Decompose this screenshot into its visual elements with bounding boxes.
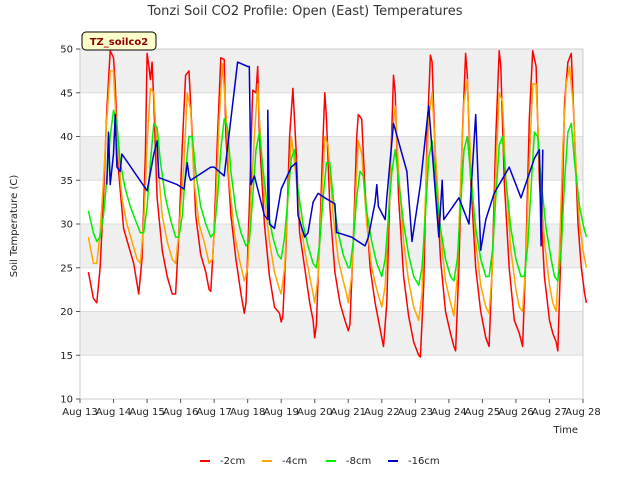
x-tick-label: Aug 23 — [398, 407, 433, 418]
site-badge: TZ_soilco2 — [81, 31, 157, 51]
x-tick-label: Aug 14 — [96, 407, 131, 418]
legend-label: -4cm — [282, 456, 307, 467]
y-tick-label: 50 — [60, 45, 73, 56]
x-tick-label: Aug 25 — [465, 407, 500, 418]
plot-band — [80, 49, 583, 93]
site-badge-label: TZ_soilco2 — [90, 37, 149, 48]
series-line-minus-16cm — [106, 61, 544, 252]
x-tick-label: Aug 16 — [163, 407, 198, 418]
series-layer — [87, 50, 588, 358]
chart-title: Tonzi Soil CO2 Profile: Open (East) Temp… — [146, 4, 462, 19]
plot-band — [80, 311, 583, 356]
y-tick-label: 10 — [60, 395, 73, 406]
y-axis-ticks: 10 15 20 25 30 35 40 45 50 — [60, 45, 80, 406]
y-axis-label: Soil Temperature (C) — [9, 175, 20, 278]
site-badge-box — [81, 31, 157, 51]
legend-label: -16cm — [408, 456, 440, 467]
x-tick-label: Aug 13 — [62, 407, 97, 418]
x-tick-label: Aug 15 — [129, 407, 164, 418]
y-tick-label: 40 — [60, 132, 73, 143]
y-tick-label: 15 — [60, 351, 73, 362]
y-tick-label: 25 — [60, 263, 73, 274]
x-axis-label: Time — [553, 425, 578, 436]
x-tick-label: Aug 20 — [297, 407, 332, 418]
x-tick-label: Aug 17 — [196, 407, 231, 418]
series-line-minus-4cm — [87, 63, 588, 322]
legend-label: -2cm — [220, 456, 245, 467]
x-tick-label: Aug 27 — [532, 407, 567, 418]
x-tick-label: Aug 19 — [263, 407, 298, 418]
plot-band — [80, 355, 583, 399]
y-tick-label: 30 — [60, 220, 73, 231]
y-tick-label: 20 — [60, 307, 73, 318]
x-tick-label: Aug 24 — [431, 407, 466, 418]
x-tick-label: Aug 18 — [230, 407, 265, 418]
legend-label: -8cm — [346, 456, 371, 467]
legend: -2cm -4cm -8cm -16cm — [200, 456, 440, 467]
x-tick-label: Aug 21 — [331, 407, 366, 418]
y-tick-label: 35 — [60, 176, 73, 187]
y-tick-label: 45 — [60, 88, 73, 99]
plot-band — [80, 267, 583, 312]
x-tick-label: Aug 22 — [364, 407, 399, 418]
x-tick-label: Aug 26 — [498, 407, 533, 418]
x-tick-label: Aug 28 — [565, 407, 600, 418]
